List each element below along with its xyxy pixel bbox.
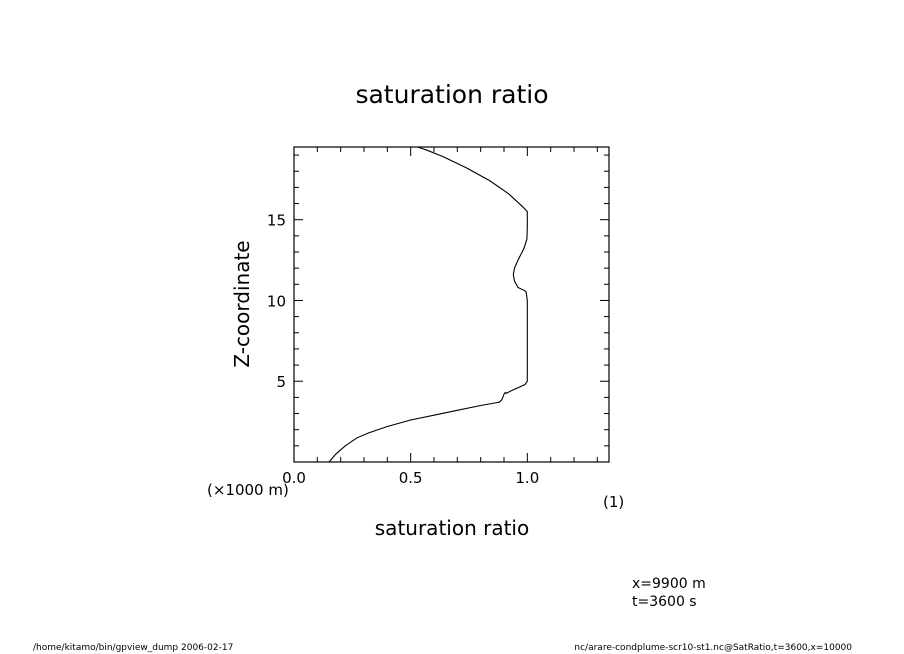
x-tick-label: 1.0 bbox=[515, 469, 539, 487]
chart-title: saturation ratio bbox=[355, 80, 548, 109]
x-tick-label: 0.0 bbox=[282, 469, 306, 487]
plot-frame bbox=[293, 146, 610, 463]
x-position-note: x=9900 m bbox=[632, 576, 706, 592]
y-tick-label: 5 bbox=[276, 373, 286, 391]
x-tick-label: 0.5 bbox=[399, 469, 423, 487]
axis-tick-labels: 0.0 0.5 1.0 5 10 15 bbox=[267, 212, 539, 487]
axis-ticks bbox=[293, 147, 609, 462]
y-tick-label: 10 bbox=[267, 292, 286, 310]
time-note: t=3600 s bbox=[632, 594, 697, 610]
footer-command: /home/kitamo/bin/gpview_dump 2006-02-17 bbox=[33, 643, 233, 653]
y-axis-label: Z-coordinate bbox=[230, 240, 254, 367]
x-axis-label: saturation ratio bbox=[375, 516, 529, 540]
saturation-ratio-profile-line bbox=[328, 146, 528, 463]
x-axis-unit: (1) bbox=[603, 493, 624, 511]
y-axis-unit: (×1000 m) bbox=[207, 481, 289, 499]
y-tick-label: 15 bbox=[267, 212, 286, 230]
footer-source: nc/arare-condplume-scr10-st1.nc@SatRatio… bbox=[574, 643, 852, 653]
